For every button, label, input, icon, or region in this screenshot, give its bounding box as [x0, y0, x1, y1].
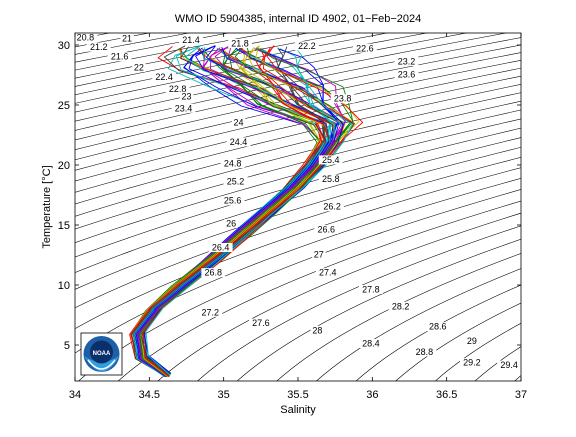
contour-label: 27	[314, 250, 324, 260]
contour-label: 23.8	[334, 94, 352, 104]
chart-title: WMO ID 5904385, internal ID 4902, 01−Feb…	[175, 13, 421, 25]
contour-label: 23	[181, 91, 191, 101]
contour-label: 25.8	[322, 174, 340, 184]
contour-label: 22.2	[298, 41, 316, 51]
contour-label: 23.2	[398, 57, 416, 67]
y-tick-label: 15	[58, 220, 70, 232]
x-tick-label: 36.5	[436, 389, 457, 401]
contour-label: 25.2	[227, 177, 245, 187]
contour-label: 28.4	[362, 339, 380, 349]
x-tick-label: 37	[515, 389, 527, 401]
contour-label: 25.4	[322, 155, 340, 165]
x-tick-label: 36	[366, 389, 378, 401]
contour-label: 21.4	[182, 35, 200, 45]
x-tick-label: 35	[218, 389, 230, 401]
contour-label: 28.8	[416, 347, 434, 357]
y-tick-label: 5	[64, 340, 70, 352]
contour-label: 28	[312, 325, 322, 335]
contour-label: 28.6	[429, 322, 447, 332]
contour-label: 22.6	[356, 43, 374, 53]
contour-label: 24	[234, 118, 244, 128]
y-tick-label: 20	[58, 160, 70, 172]
noaa-logo: NOAA	[81, 333, 122, 375]
contour-label: 22	[134, 63, 144, 73]
contour-label: 26.4	[212, 243, 230, 253]
contour-label: 27.6	[252, 318, 270, 328]
contour-label: 29	[467, 336, 477, 346]
contour-label: 26.2	[323, 202, 341, 212]
contour-label: 24.8	[224, 159, 242, 169]
contour-label: 27.8	[362, 285, 380, 295]
contour-label: 21.6	[111, 52, 129, 62]
contour-label: 27.4	[319, 268, 337, 278]
contour-label: 21.2	[90, 42, 108, 52]
contour-label: 25.6	[224, 196, 242, 206]
x-tick-label: 34	[69, 389, 81, 401]
y-tick-label: 25	[58, 100, 70, 112]
contour-label: 21.8	[231, 39, 249, 49]
contour-label: 22.4	[155, 72, 173, 82]
y-tick-label: 10	[58, 280, 70, 292]
x-tick-label: 35.5	[287, 389, 308, 401]
contour-label: 26.6	[317, 225, 335, 235]
contour-label: 29.2	[463, 358, 481, 368]
contour-label: 28.2	[392, 301, 410, 311]
contour-label: 27.2	[202, 307, 220, 317]
contour-label: 23.4	[175, 103, 193, 113]
x-axis-label: Salinity	[280, 404, 316, 416]
contour-label: 23.6	[398, 70, 416, 80]
contour-label: 24.4	[230, 137, 248, 147]
y-axis-label: Temperature [°C]	[41, 165, 53, 248]
y-tick-label: 30	[58, 40, 70, 52]
x-tick-label: 34.5	[139, 389, 160, 401]
contour-label: 26	[226, 219, 236, 229]
contour-label: 21	[122, 34, 132, 44]
noaa-logo-text: NOAA	[93, 351, 111, 357]
contour-label: 29.4	[500, 360, 518, 370]
contour-label: 20.8	[77, 33, 95, 43]
contour-label: 26.8	[204, 268, 222, 278]
